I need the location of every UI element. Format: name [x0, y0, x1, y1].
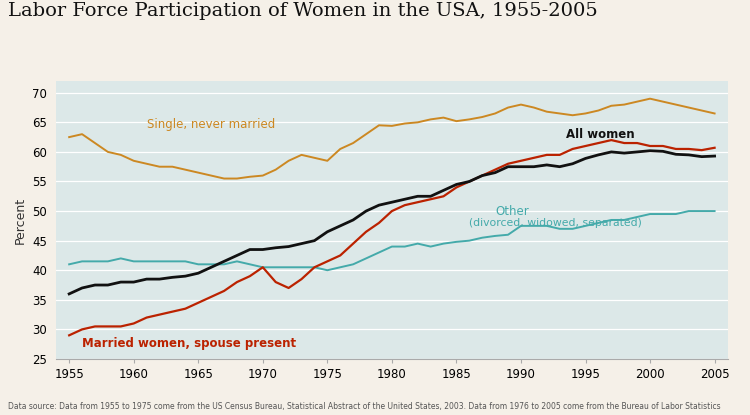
- Text: All women: All women: [566, 128, 634, 141]
- Y-axis label: Percent: Percent: [13, 196, 27, 244]
- Text: (divorced, widowed, separated): (divorced, widowed, separated): [470, 217, 642, 228]
- Text: Data source: Data from 1955 to 1975 come from the US Census Bureau, Statistical : Data source: Data from 1955 to 1975 come…: [8, 402, 720, 411]
- Text: Married women, spouse present: Married women, spouse present: [82, 337, 296, 350]
- Text: Labor Force Participation of Women in the USA, 1955-2005: Labor Force Participation of Women in th…: [8, 2, 597, 20]
- Text: Single, never married: Single, never married: [146, 118, 274, 131]
- Text: Other: Other: [495, 205, 529, 218]
